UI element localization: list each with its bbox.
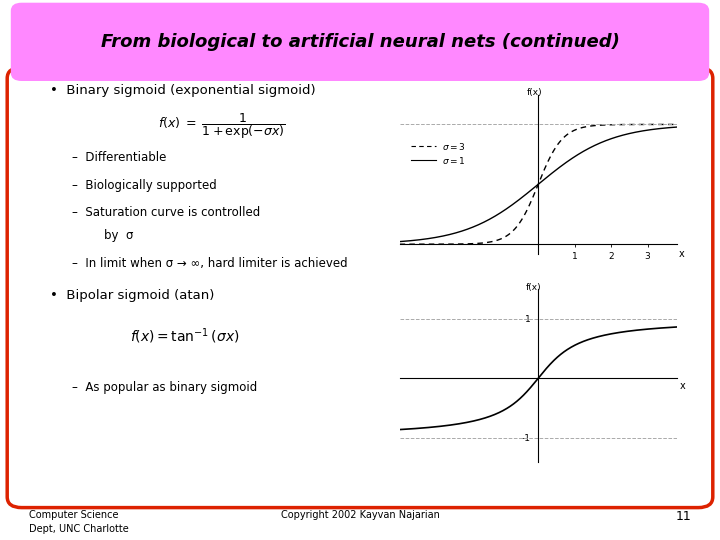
Text: –  Biologically supported: – Biologically supported	[72, 179, 217, 192]
Text: $\sigma=3$: $\sigma=3$	[441, 140, 465, 152]
Text: Copyright 2002 Kayvan Najarian: Copyright 2002 Kayvan Najarian	[281, 510, 439, 521]
Text: f(x): f(x)	[527, 88, 542, 97]
Text: –  In limit when σ → ∞, hard limiter is achieved: – In limit when σ → ∞, hard limiter is a…	[72, 256, 348, 269]
FancyBboxPatch shape	[11, 3, 709, 81]
Text: –  As popular as binary sigmoid: – As popular as binary sigmoid	[72, 381, 257, 394]
Text: x: x	[679, 249, 685, 259]
FancyBboxPatch shape	[7, 68, 713, 508]
Text: From biological to artificial neural nets (continued): From biological to artificial neural net…	[101, 33, 619, 51]
Text: f(x): f(x)	[526, 283, 541, 292]
Text: •  Binary sigmoid (exponential sigmoid): • Binary sigmoid (exponential sigmoid)	[50, 84, 316, 97]
Text: $f(x)=\tan^{-1}(\sigma x)$: $f(x)=\tan^{-1}(\sigma x)$	[130, 327, 239, 346]
Text: •  Bipolar sigmoid (atan): • Bipolar sigmoid (atan)	[50, 289, 215, 302]
Text: –  Differentiable: – Differentiable	[72, 151, 166, 164]
Text: Computer Science
Dept, UNC Charlotte: Computer Science Dept, UNC Charlotte	[29, 510, 129, 534]
Text: x: x	[680, 381, 685, 391]
Text: –  Saturation curve is controlled: – Saturation curve is controlled	[72, 206, 260, 219]
Text: $\sigma=1$: $\sigma=1$	[441, 155, 465, 166]
Text: 11: 11	[675, 510, 691, 523]
Text: by  σ: by σ	[104, 230, 134, 242]
Text: $f(x)\;=\;\dfrac{1}{1+\exp(-\sigma x)}$: $f(x)\;=\;\dfrac{1}{1+\exp(-\sigma x)}$	[158, 111, 286, 140]
